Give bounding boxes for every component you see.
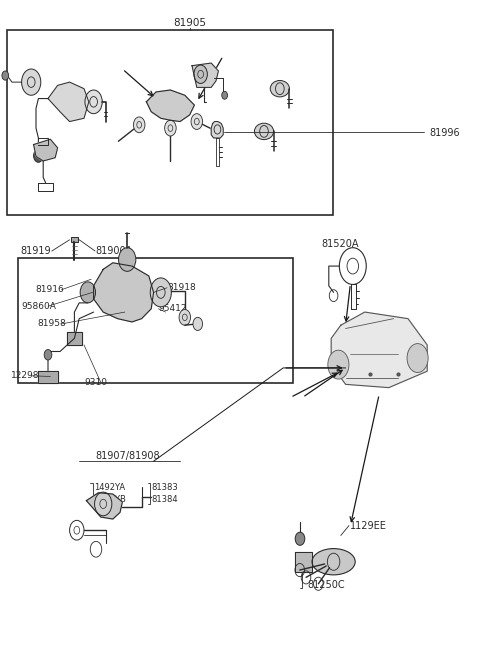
Circle shape [119,248,136,271]
Text: 81905: 81905 [173,18,206,28]
Polygon shape [146,90,194,122]
Circle shape [44,350,52,360]
Text: 81384: 81384 [151,495,178,504]
Bar [7,30,333,215]
Text: 95860A: 95860A [22,302,57,311]
Polygon shape [295,552,312,572]
Text: 81520A: 81520A [322,239,359,250]
Circle shape [150,278,171,307]
Bar [71,237,78,242]
Circle shape [2,71,9,80]
Polygon shape [38,371,58,383]
Circle shape [95,492,112,516]
Text: 9310: 9310 [84,378,107,387]
Text: 1492YB: 1492YB [94,495,125,504]
Text: 1492YA: 1492YA [94,483,125,492]
Circle shape [328,350,349,379]
Circle shape [194,65,207,83]
Text: 12298E: 12298E [11,371,45,380]
Polygon shape [34,139,58,161]
Polygon shape [67,332,82,345]
Text: 81958: 81958 [37,319,66,328]
Circle shape [165,120,176,136]
Text: 81907/81908: 81907/81908 [95,451,159,461]
Bar [18,258,293,383]
Ellipse shape [312,549,355,575]
Text: 81918: 81918 [167,283,196,292]
Circle shape [80,282,96,303]
Polygon shape [48,82,89,122]
Circle shape [407,344,428,373]
Polygon shape [192,63,218,87]
Text: 81919: 81919 [21,246,51,256]
Text: 81900A: 81900A [95,246,132,256]
Circle shape [191,114,203,129]
Polygon shape [94,263,154,322]
Ellipse shape [254,124,274,140]
Circle shape [34,149,43,162]
Text: 1129EE: 1129EE [350,520,387,531]
Text: 81996: 81996 [430,128,460,139]
Circle shape [222,91,228,99]
Ellipse shape [270,81,289,97]
Text: 81916: 81916 [35,285,64,294]
Circle shape [193,317,203,330]
Circle shape [179,309,191,325]
Text: 95412: 95412 [158,304,187,313]
Circle shape [133,117,145,133]
Circle shape [85,90,102,114]
Circle shape [295,532,305,545]
Polygon shape [86,493,122,519]
Circle shape [22,69,41,95]
Text: 81383: 81383 [151,483,178,492]
Text: 81966: 81966 [302,560,333,570]
Polygon shape [211,122,223,138]
Polygon shape [331,312,427,388]
Text: 81250C: 81250C [307,579,345,590]
